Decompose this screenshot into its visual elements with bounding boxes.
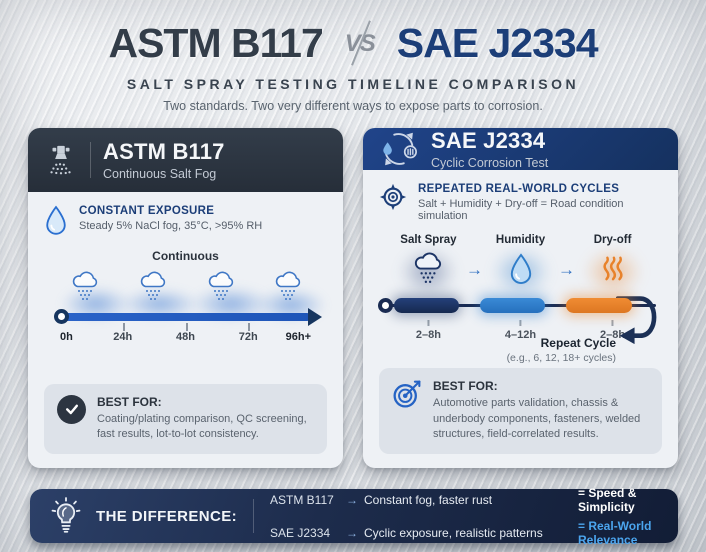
header-divider (90, 142, 91, 178)
astm-card-subtitle: Continuous Salt Fog (103, 167, 217, 181)
astm-feature: CONSTANT EXPOSURE Steady 5% NaCl fog, 35… (44, 205, 327, 235)
astm-timeline: Continuous (50, 249, 326, 367)
sae-card-title: SAE J2334 (431, 128, 546, 154)
fog-cloud-icon (137, 271, 169, 301)
vs-badge: VS (337, 19, 383, 66)
row-description: → Constant fog, faster rust (346, 492, 493, 507)
repeat-cycle-arrow-icon (616, 292, 668, 346)
cyclic-arrows-icon (379, 129, 419, 169)
sae-best-for-label: BEST FOR: (433, 379, 498, 394)
sae-cycle-bar (378, 298, 656, 314)
astm-best-for-label: BEST FOR: (97, 394, 162, 409)
astm-best-for: BEST FOR: Coating/plating comparison, QC… (44, 383, 327, 454)
difference-row-sae: SAE J2334 → Cyclic exposure, realistic pa… (270, 519, 660, 547)
timeline-arrowhead-icon (308, 308, 322, 326)
cycle-start-marker (378, 298, 393, 314)
page-subtitle: SALT SPRAY TESTING TIMELINE COMPARISON (126, 76, 580, 92)
compass-target-icon (379, 183, 407, 211)
tick-label: 24h (113, 331, 133, 343)
title-astm: ASTM B117 (108, 20, 323, 66)
difference-row-astm: ASTM B117 → Constant fog, faster rust = S… (270, 486, 660, 514)
checkmark-icon (57, 394, 86, 424)
main-title: ASTM B117 VS SAE J2334 (0, 19, 706, 67)
astm-timeline-label: Continuous (152, 249, 219, 263)
fog-cloud-icon (272, 271, 304, 301)
tick-label: 48h (176, 331, 195, 343)
astm-timeline-axis (54, 308, 322, 331)
astm-card-header: ASTM B117 Continuous Salt Fog (28, 128, 343, 192)
row-standard-name: SAE J2334 (270, 525, 331, 540)
phase-name: Dry-off (593, 234, 632, 247)
dry-off-segment (566, 298, 632, 314)
row-standard-name: ASTM B117 (270, 492, 334, 507)
sae-feature: REPEATED REAL-WORLD CYCLES Salt + Humidi… (379, 183, 662, 222)
phase-duration: 2–8h (600, 320, 625, 341)
tick-label: 96h+ (285, 331, 311, 343)
phase-duration: 2–8h (416, 320, 441, 341)
phase-duration: 4–12h (505, 320, 536, 341)
salt-spray-cloud-icon (410, 250, 446, 286)
spray-nozzle-icon (44, 143, 78, 177)
astm-card-title: ASTM B117 (103, 139, 225, 164)
repeat-cycle: Repeat Cycle (e.g., 6, 12, 18+ cycles) (507, 336, 616, 364)
sae-card-header: SAE J2334 Cyclic Corrosion Test (363, 128, 678, 171)
astm-card-body: CONSTANT EXPOSURE Steady 5% NaCl fog, 35… (28, 192, 343, 468)
astm-best-for-text: Coating/plating comparison, QC screening… (97, 412, 307, 441)
humidity-droplet-icon (503, 250, 539, 286)
astm-timeline-ticks: 0h 24h 48h 72h 96h+ (60, 331, 311, 347)
repeat-cycle-note: (e.g., 6, 12, 18+ cycles) (506, 352, 616, 365)
fog-cloud-icon (69, 271, 101, 301)
sae-timeline: Salt Spray Humidity Dry-off (378, 234, 660, 368)
timeline-start-marker (54, 309, 69, 324)
phase-name: Humidity (495, 234, 546, 247)
droplet-icon (44, 205, 68, 235)
row-description: → Cyclic exposure, realistic patterns (346, 525, 543, 540)
salt-spray-segment (394, 298, 460, 314)
sae-card: SAE J2334 Cyclic Corrosion Test (363, 128, 678, 468)
sae-best-for-text: Automotive parts validation, chassis & u… (433, 397, 641, 441)
phase-arrow-icon: → (465, 260, 483, 280)
sae-feature-title: REPEATED REAL-WORLD CYCLES (418, 183, 620, 196)
sae-best-for: BEST FOR: Automotive parts validation, c… (379, 368, 662, 454)
astm-feature-desc: Steady 5% NaCl fog, 35°C, >95% RH (79, 220, 263, 232)
arrow-icon: → (346, 492, 358, 507)
row-result: = Real-World Relevance (578, 518, 652, 547)
row-result: = Speed & Simplicity (578, 485, 637, 514)
tick-label: 72h (238, 331, 258, 343)
sae-card-subtitle: Cyclic Corrosion Test (431, 156, 549, 171)
page-header: ASTM B117 VS SAE J2334 SALT SPRAY TESTIN… (0, 0, 706, 113)
phase-name: Salt Spray (400, 234, 457, 247)
humidity-segment (480, 298, 546, 314)
sae-card-body: REPEATED REAL-WORLD CYCLES Salt + Humidi… (363, 170, 678, 468)
tick-label: 0h (60, 331, 73, 343)
fog-cloud-icon (205, 271, 237, 301)
phase-arrow-icon: → (558, 260, 576, 280)
repeat-cycle-label: Repeat Cycle (540, 336, 616, 351)
astm-card: ASTM B117 Continuous Salt Fog CONSTANT E… (28, 128, 343, 468)
astm-timeline-clouds (50, 265, 326, 321)
footer-divider (253, 499, 254, 533)
astm-feature-title: CONSTANT EXPOSURE (79, 205, 215, 217)
heat-waves-icon (595, 250, 631, 286)
page-tagline: Two standards. Two very different ways t… (163, 99, 543, 113)
difference-bar: THE DIFFERENCE: ASTM B117 → Constant fog,… (30, 486, 678, 547)
difference-rows: ASTM B117 → Constant fog, faster rust = S… (270, 486, 660, 547)
title-sae: SAE J2334 (396, 20, 599, 66)
arrow-icon: → (346, 525, 358, 540)
sae-feature-desc: Salt + Humidity + Dry-off = Road conditi… (418, 198, 624, 223)
comparison-cards: ASTM B117 Continuous Salt Fog CONSTANT E… (0, 128, 706, 468)
lightbulb-icon (48, 497, 84, 535)
dartboard-target-icon (392, 379, 422, 409)
difference-title: THE DIFFERENCE: (96, 507, 237, 525)
